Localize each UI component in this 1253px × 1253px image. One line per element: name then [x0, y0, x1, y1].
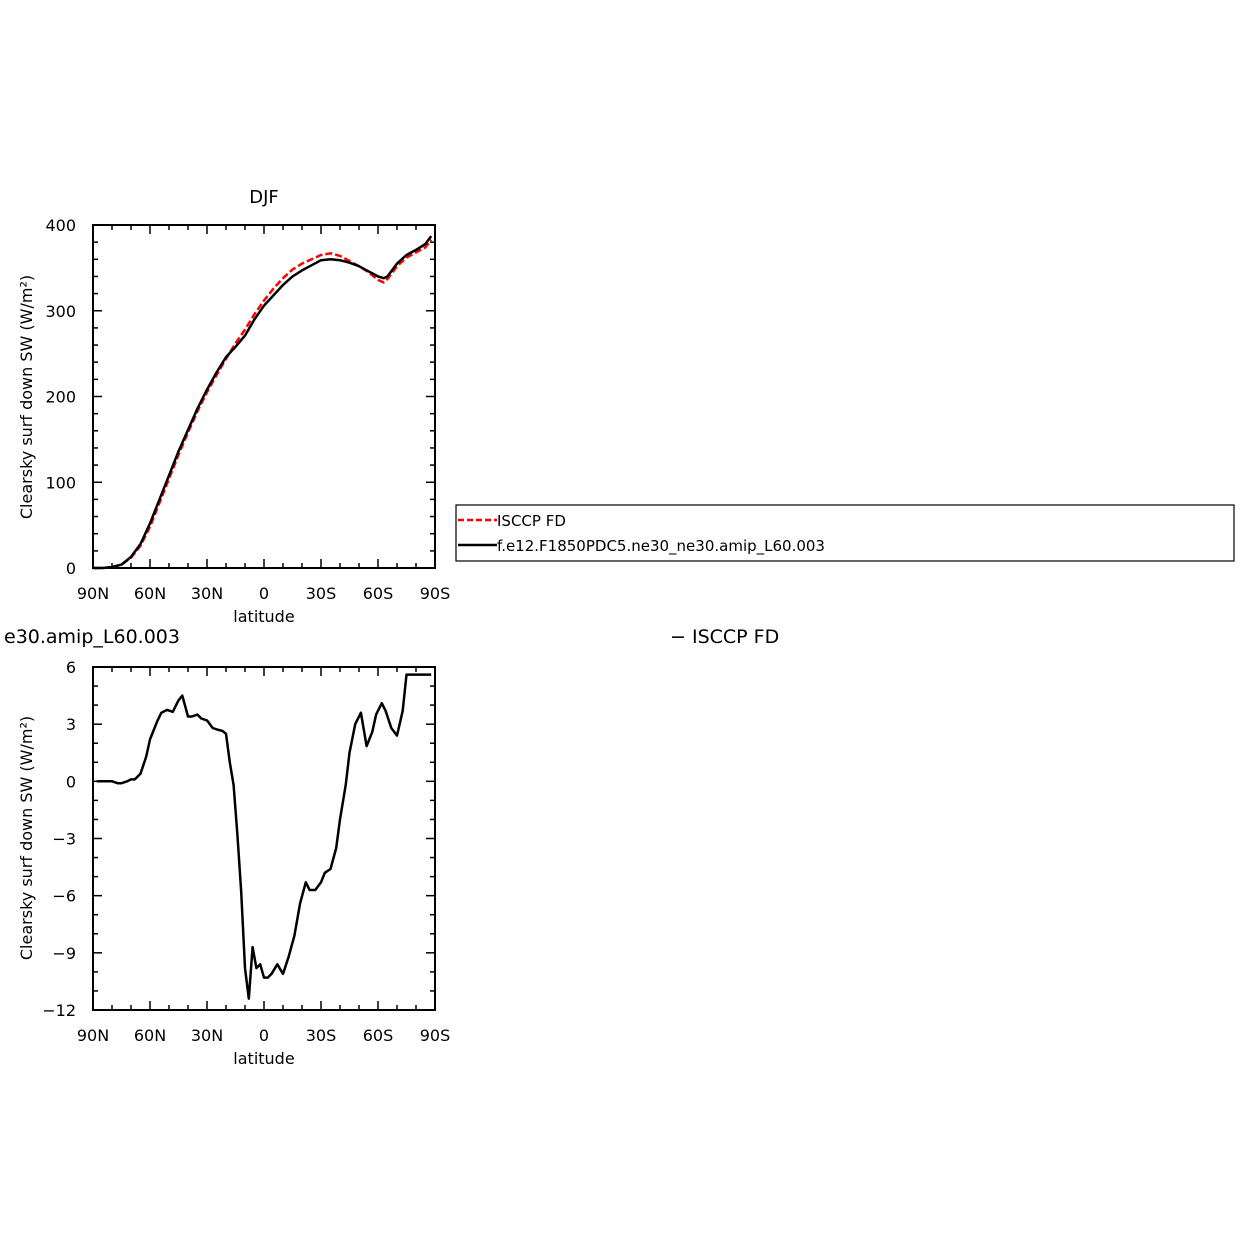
top-chart-panel: DJF 0 100 200 300 400 90N 60N 30N 0 30S 60S 90S la…	[17, 187, 450, 626]
bottom-y-tick-label: 3	[66, 715, 76, 734]
bottom-x-tick-label: 90S	[420, 1026, 451, 1045]
top-x-tick-label: 60N	[134, 584, 166, 603]
top-y-tick-label: 400	[45, 216, 76, 235]
bottom-y-tick-label: −12	[42, 1001, 76, 1020]
top-series-line-0	[93, 238, 433, 570]
bottom-y-tick-label: 0	[66, 772, 76, 791]
top-chart-title: DJF	[249, 187, 279, 208]
bottom-y-axis-label: Clearsky surf down SW (W/m²)	[17, 716, 36, 960]
bottom-x-tick-label: 30S	[306, 1026, 337, 1045]
top-x-tick-label: 30N	[191, 584, 223, 603]
bottom-x-tick-labels: 90N 60N 30N 0 30S 60S 90S	[77, 1026, 450, 1045]
top-y-axis-label: Clearsky surf down SW (W/m²)	[17, 275, 36, 519]
top-series-line-1	[93, 235, 433, 570]
legend-label-isccp: ISCCP FD	[497, 512, 566, 530]
top-x-tick-label: 90S	[420, 584, 451, 603]
bottom-y-tick-labels: 6 3 0 −3 −6 −9 −12	[42, 658, 76, 1020]
legend: ISCCP FD f.e12.F1850PDC5.ne30_ne30.amip_…	[455, 504, 1235, 562]
bottom-y-tick-label: −3	[52, 830, 76, 849]
bottom-plot-frame	[92, 666, 436, 1011]
top-x-tick-label: 0	[259, 584, 269, 603]
bottom-series-line-0	[96, 673, 432, 1000]
top-y-tick-label: 100	[45, 473, 76, 492]
top-x-tick-labels: 90N 60N 30N 0 30S 60S 90S	[77, 584, 450, 603]
top-y-tick-label: 0	[66, 559, 76, 578]
top-y-tick-label: 300	[45, 302, 76, 321]
legend-label-model: f.e12.F1850PDC5.ne30_ne30.amip_L60.003	[497, 537, 825, 556]
bottom-x-axis-label: latitude	[233, 1049, 294, 1068]
bottom-axis-ticks	[92, 666, 436, 1011]
bottom-x-tick-label: 30N	[191, 1026, 223, 1045]
top-x-tick-label: 60S	[363, 584, 394, 603]
top-x-tick-label: 90N	[77, 584, 109, 603]
top-x-tick-label: 30S	[306, 584, 337, 603]
bottom-chart-panel: e30.amip_L60.003 − ISCCP FD 6 3 0 −3 −6 −9 −12…	[4, 626, 779, 1068]
top-series-lines	[93, 235, 433, 570]
bottom-series-lines	[96, 673, 432, 1000]
bottom-y-tick-label: 6	[66, 658, 76, 677]
top-y-tick-labels: 0 100 200 300 400	[45, 216, 76, 578]
bottom-chart-title-right: − ISCCP FD	[670, 626, 779, 648]
bottom-chart-title: e30.amip_L60.003	[4, 626, 180, 648]
top-y-tick-label: 200	[45, 388, 76, 407]
legend-box	[455, 504, 1235, 562]
bottom-x-tick-label: 0	[259, 1026, 269, 1045]
bottom-y-tick-label: −9	[52, 944, 76, 963]
top-axis-ticks	[92, 224, 436, 569]
bottom-x-tick-label: 60S	[363, 1026, 394, 1045]
top-x-axis-label: latitude	[233, 607, 294, 626]
bottom-x-tick-label: 90N	[77, 1026, 109, 1045]
bottom-x-tick-label: 60N	[134, 1026, 166, 1045]
top-plot-frame	[92, 224, 436, 569]
bottom-y-tick-label: −6	[52, 887, 76, 906]
